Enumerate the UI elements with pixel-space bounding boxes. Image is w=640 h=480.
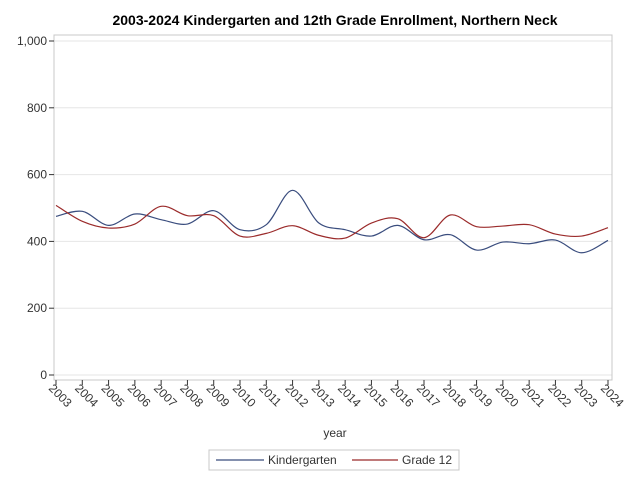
x-axis: 2003200420052006200720082009201020112012… (46, 380, 627, 410)
x-tick-label: 2010 (230, 381, 259, 410)
y-tick-label: 0 (40, 368, 47, 382)
x-tick-label: 2008 (177, 381, 206, 410)
x-tick-label: 2006 (125, 381, 154, 410)
x-tick-label: 2015 (361, 381, 390, 410)
x-tick-label: 2007 (151, 381, 180, 410)
x-tick-label: 2018 (440, 381, 469, 410)
x-tick-label: 2017 (414, 381, 443, 410)
x-tick-label: 2020 (493, 381, 522, 410)
x-tick-label: 2022 (545, 381, 574, 410)
x-tick-label: 2004 (72, 381, 101, 410)
series-line-kindergarten (55, 189, 609, 254)
x-axis-label: year (323, 426, 346, 440)
y-tick-label: 800 (27, 101, 47, 115)
gridlines (54, 40, 612, 376)
x-tick-label: 2016 (388, 381, 417, 410)
y-axis: 0 200 400 600 800 1,000 (17, 34, 54, 382)
legend-box (208, 449, 460, 471)
x-tick-label: 2023 (572, 381, 601, 410)
y-tick-label: 600 (27, 168, 47, 182)
chart-title: 2003-2024 Kindergarten and 12th Grade En… (112, 12, 557, 28)
legend-label-grade-12: Grade 12 (402, 453, 452, 467)
y-tick-label: 400 (27, 234, 47, 248)
x-tick-label: 2021 (519, 381, 548, 410)
series-line-grade-12 (55, 204, 609, 240)
x-tick-label: 2024 (598, 381, 627, 410)
x-tick-label: 2005 (98, 381, 127, 410)
legend: Kindergarten Grade 12 (208, 449, 460, 471)
y-tick-label: 1,000 (17, 34, 47, 48)
plot-area-frame (53, 34, 613, 381)
x-tick-label: 2019 (466, 381, 495, 410)
y-tick-label: 200 (27, 301, 47, 315)
x-tick-label: 2013 (309, 381, 338, 410)
x-tick-label: 2014 (335, 381, 364, 410)
legend-label-kindergarten: Kindergarten (268, 453, 337, 467)
x-tick-label: 2012 (282, 381, 311, 410)
x-tick-label: 2011 (256, 381, 284, 409)
x-tick-label: 2009 (204, 381, 233, 410)
series-lines (55, 189, 609, 254)
x-tick-label: 2003 (46, 381, 75, 410)
